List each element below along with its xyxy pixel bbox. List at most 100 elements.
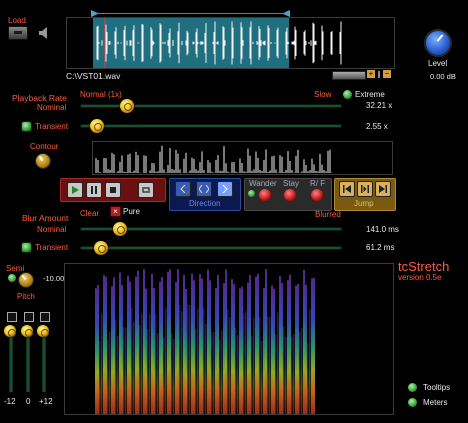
meters-toggle[interactable] bbox=[408, 398, 417, 407]
pitch-fader-2-toggle[interactable] bbox=[24, 312, 34, 322]
tooltips-label: Tooltips bbox=[423, 383, 451, 392]
spectrogram-band bbox=[173, 338, 175, 414]
direction-reverse-button[interactable] bbox=[175, 181, 191, 197]
spectrogram-band bbox=[135, 276, 137, 414]
stop-button[interactable] bbox=[105, 182, 121, 198]
playback-transient-slider-track[interactable] bbox=[80, 124, 342, 128]
stay-knob[interactable] bbox=[284, 189, 296, 201]
spectrogram-band bbox=[99, 341, 101, 414]
spectrogram-band bbox=[253, 317, 255, 414]
blur-transient-value: 61.2 ms bbox=[366, 243, 395, 252]
zoom-in-button[interactable]: + bbox=[367, 69, 375, 78]
pause-button[interactable] bbox=[86, 182, 102, 198]
zoom-scrollbar[interactable] bbox=[332, 71, 366, 80]
spectrogram-band bbox=[263, 287, 265, 414]
spectrogram-band bbox=[129, 281, 131, 414]
playback-nominal-value: 32.21 x bbox=[366, 101, 393, 110]
semi-toggle[interactable] bbox=[8, 274, 16, 282]
playback-transient-slider-thumb[interactable] bbox=[90, 119, 104, 133]
direction-both-button[interactable] bbox=[196, 181, 212, 197]
play-button[interactable] bbox=[67, 182, 83, 198]
jump-center-icon bbox=[361, 185, 369, 193]
jump-back-button[interactable] bbox=[339, 181, 355, 197]
blur-transient-label: Transient bbox=[35, 243, 69, 252]
blur-transient-slider-thumb[interactable] bbox=[94, 241, 108, 255]
spectrogram-band bbox=[159, 281, 161, 414]
spectrogram-band bbox=[177, 269, 179, 414]
pitch-knob[interactable] bbox=[19, 273, 33, 287]
spectrogram-band bbox=[113, 277, 115, 414]
pitch-fader-3-toggle[interactable] bbox=[40, 312, 50, 322]
pitch-fader-1-track[interactable] bbox=[9, 330, 13, 392]
spectrogram-band bbox=[307, 343, 309, 414]
spectrogram-band bbox=[191, 273, 193, 414]
contour-knob-pointer bbox=[38, 155, 44, 162]
blur-nominal-slider-thumb[interactable] bbox=[113, 222, 127, 236]
wander-toggle[interactable] bbox=[248, 190, 255, 197]
spectrogram-band bbox=[111, 286, 113, 414]
spectrogram-band bbox=[125, 327, 127, 414]
spectrogram-band bbox=[155, 313, 157, 414]
blur-nominal-value: 141.0 ms bbox=[366, 225, 399, 234]
spectrogram-band bbox=[281, 283, 283, 414]
jump-forward-button[interactable] bbox=[375, 181, 391, 197]
pitch-fader-1-toggle[interactable] bbox=[7, 312, 17, 322]
spectrogram-band bbox=[161, 276, 163, 414]
waveform-overview[interactable] bbox=[66, 17, 395, 69]
rf-knob[interactable] bbox=[311, 189, 323, 201]
playback-transient-value: 2.55 x bbox=[366, 122, 388, 131]
spectrogram-band bbox=[255, 276, 257, 414]
spectrogram-band bbox=[195, 328, 197, 414]
pure-toggle[interactable]: × bbox=[110, 206, 121, 217]
spectrogram-band bbox=[243, 313, 245, 414]
spectrogram-band bbox=[249, 274, 251, 414]
blur-transient-slider-track[interactable] bbox=[80, 246, 342, 250]
spectrogram-band bbox=[225, 269, 227, 414]
pitch-fader-2-track[interactable] bbox=[26, 330, 30, 392]
extreme-toggle[interactable] bbox=[343, 90, 352, 99]
spectrogram-band bbox=[115, 319, 117, 414]
playback-transient-toggle[interactable] bbox=[22, 122, 31, 131]
selection-region[interactable] bbox=[93, 18, 289, 68]
direction-forward-button[interactable] bbox=[217, 181, 233, 197]
contour-knob[interactable] bbox=[36, 154, 50, 168]
spectrogram-band bbox=[203, 307, 205, 414]
load-label: Load bbox=[8, 16, 26, 25]
spectrogram-band bbox=[199, 274, 201, 414]
spectrogram-band bbox=[127, 275, 129, 414]
level-knob[interactable] bbox=[426, 31, 450, 55]
zoom-out-button[interactable]: − bbox=[383, 69, 391, 78]
playback-nominal-slider-track[interactable] bbox=[80, 104, 342, 108]
spectrogram-band bbox=[209, 280, 211, 414]
spectrogram-band bbox=[237, 334, 239, 414]
contour-display[interactable] bbox=[92, 141, 393, 175]
pitch-fader-2-thumb[interactable] bbox=[21, 325, 33, 337]
spectrogram-band bbox=[239, 288, 241, 414]
playback-nominal-slider-thumb[interactable] bbox=[120, 99, 134, 113]
spectrogram-band bbox=[95, 288, 97, 414]
jump-middle-button[interactable] bbox=[357, 181, 373, 197]
pitch-fader-1-thumb[interactable] bbox=[4, 325, 16, 337]
tooltips-toggle[interactable] bbox=[408, 383, 417, 392]
wander-knob[interactable] bbox=[259, 189, 271, 201]
speaker-icon[interactable] bbox=[38, 26, 50, 40]
spectrogram-band bbox=[241, 286, 243, 414]
blur-transient-toggle[interactable] bbox=[22, 243, 31, 252]
spectrogram-band bbox=[313, 277, 315, 414]
pitch-fader-3-track[interactable] bbox=[42, 330, 46, 392]
spectrogram-band bbox=[103, 275, 105, 414]
spectrogram-band bbox=[295, 285, 297, 414]
loop-button[interactable] bbox=[138, 182, 154, 198]
blur-nominal-slider-track[interactable] bbox=[80, 227, 342, 231]
selection-end-marker[interactable] bbox=[282, 10, 290, 17]
pitch-fader-3-thumb[interactable] bbox=[37, 325, 49, 337]
spectrogram-band bbox=[233, 284, 235, 414]
spectrogram-band bbox=[283, 326, 285, 414]
chevron-right-icon bbox=[222, 185, 228, 193]
spectrogram-display bbox=[64, 263, 394, 415]
level-label: Level bbox=[428, 59, 448, 68]
spectrogram-band bbox=[257, 273, 259, 414]
load-button[interactable] bbox=[8, 26, 28, 40]
spectrogram-band bbox=[269, 316, 271, 414]
spectrogram-band bbox=[163, 337, 165, 414]
